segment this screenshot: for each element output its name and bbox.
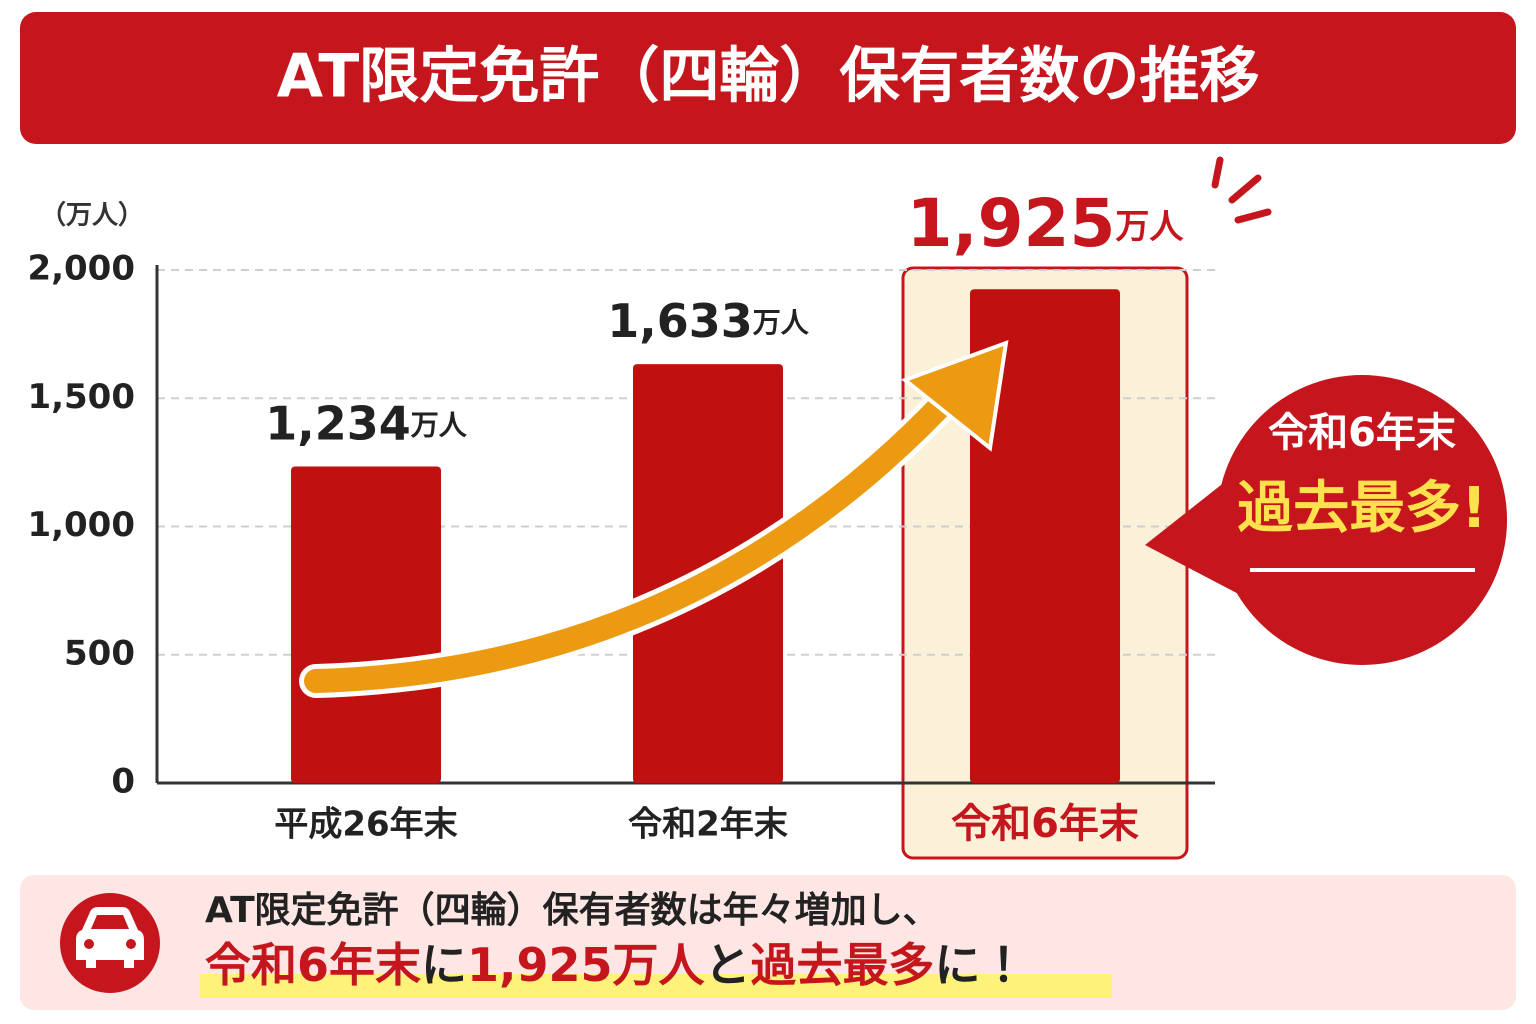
x-tick-label: 令和2年末 <box>628 805 788 845</box>
plot: 05001,0001,5002,000平成26年末1,234万人令和2年末1,6… <box>27 185 1215 847</box>
summary-text: に <box>421 938 467 992</box>
value-number: 1,633 <box>607 294 753 348</box>
value-unit: 万人 <box>753 306 810 339</box>
value-number: 1,234 <box>265 396 411 450</box>
arrow-head <box>900 339 1009 452</box>
chart-title: AT限定免許（四輪）保有者数の推移 <box>277 42 1260 112</box>
y-tick-label: 0 <box>111 762 135 802</box>
y-tick-label: 2,000 <box>27 249 135 289</box>
callout-bubble <box>1217 375 1507 665</box>
summary-emphasis: 過去最多 <box>751 938 935 992</box>
bar <box>291 466 441 783</box>
value-number: 1,925 <box>907 185 1116 262</box>
value-label: 1,234万人 <box>265 396 468 450</box>
value-unit: 万人 <box>411 408 468 441</box>
callout-line1: 令和6年末 <box>1268 410 1456 456</box>
summary-text: に！ <box>935 938 1027 992</box>
car-light <box>84 939 94 949</box>
callout-line2: 過去最多! <box>1237 476 1487 541</box>
x-tick-label: 平成26年末 <box>274 805 457 845</box>
value-label: 1,925万人 <box>907 185 1185 262</box>
x-tick-label: 令和6年末 <box>951 801 1139 847</box>
text-highlight <box>200 974 1112 998</box>
trend-arrow <box>299 339 1009 698</box>
title-banner <box>20 12 1516 144</box>
burst <box>1211 156 1272 224</box>
summary-line1: AT限定免許（四輪）保有者数は年々増加し、 <box>205 890 939 931</box>
car-icon <box>60 893 160 993</box>
summary-text: と <box>705 938 751 992</box>
y-tick-label: 500 <box>64 633 135 673</box>
car-light <box>126 939 136 949</box>
burst-line <box>1228 174 1262 204</box>
burst-line <box>1234 208 1272 224</box>
bar <box>970 289 1120 783</box>
callout: 令和6年末 過去最多! <box>1145 375 1507 665</box>
burst-line <box>1211 156 1224 189</box>
summary-emphasis: 1,925万人 <box>467 938 706 992</box>
summary-emphasis: 令和6年末 <box>205 938 421 992</box>
arrow-body <box>304 373 972 693</box>
y-tick-label: 1,000 <box>27 505 135 545</box>
y-axis-label: （万人） <box>40 201 144 231</box>
value-label: 1,633万人 <box>607 294 810 348</box>
value-unit: 万人 <box>1115 207 1184 247</box>
y-tick-label: 1,500 <box>27 377 135 417</box>
summary-line2: 令和6年末に1,925万人と過去最多に！ <box>205 938 1027 992</box>
car-shape <box>76 907 144 968</box>
